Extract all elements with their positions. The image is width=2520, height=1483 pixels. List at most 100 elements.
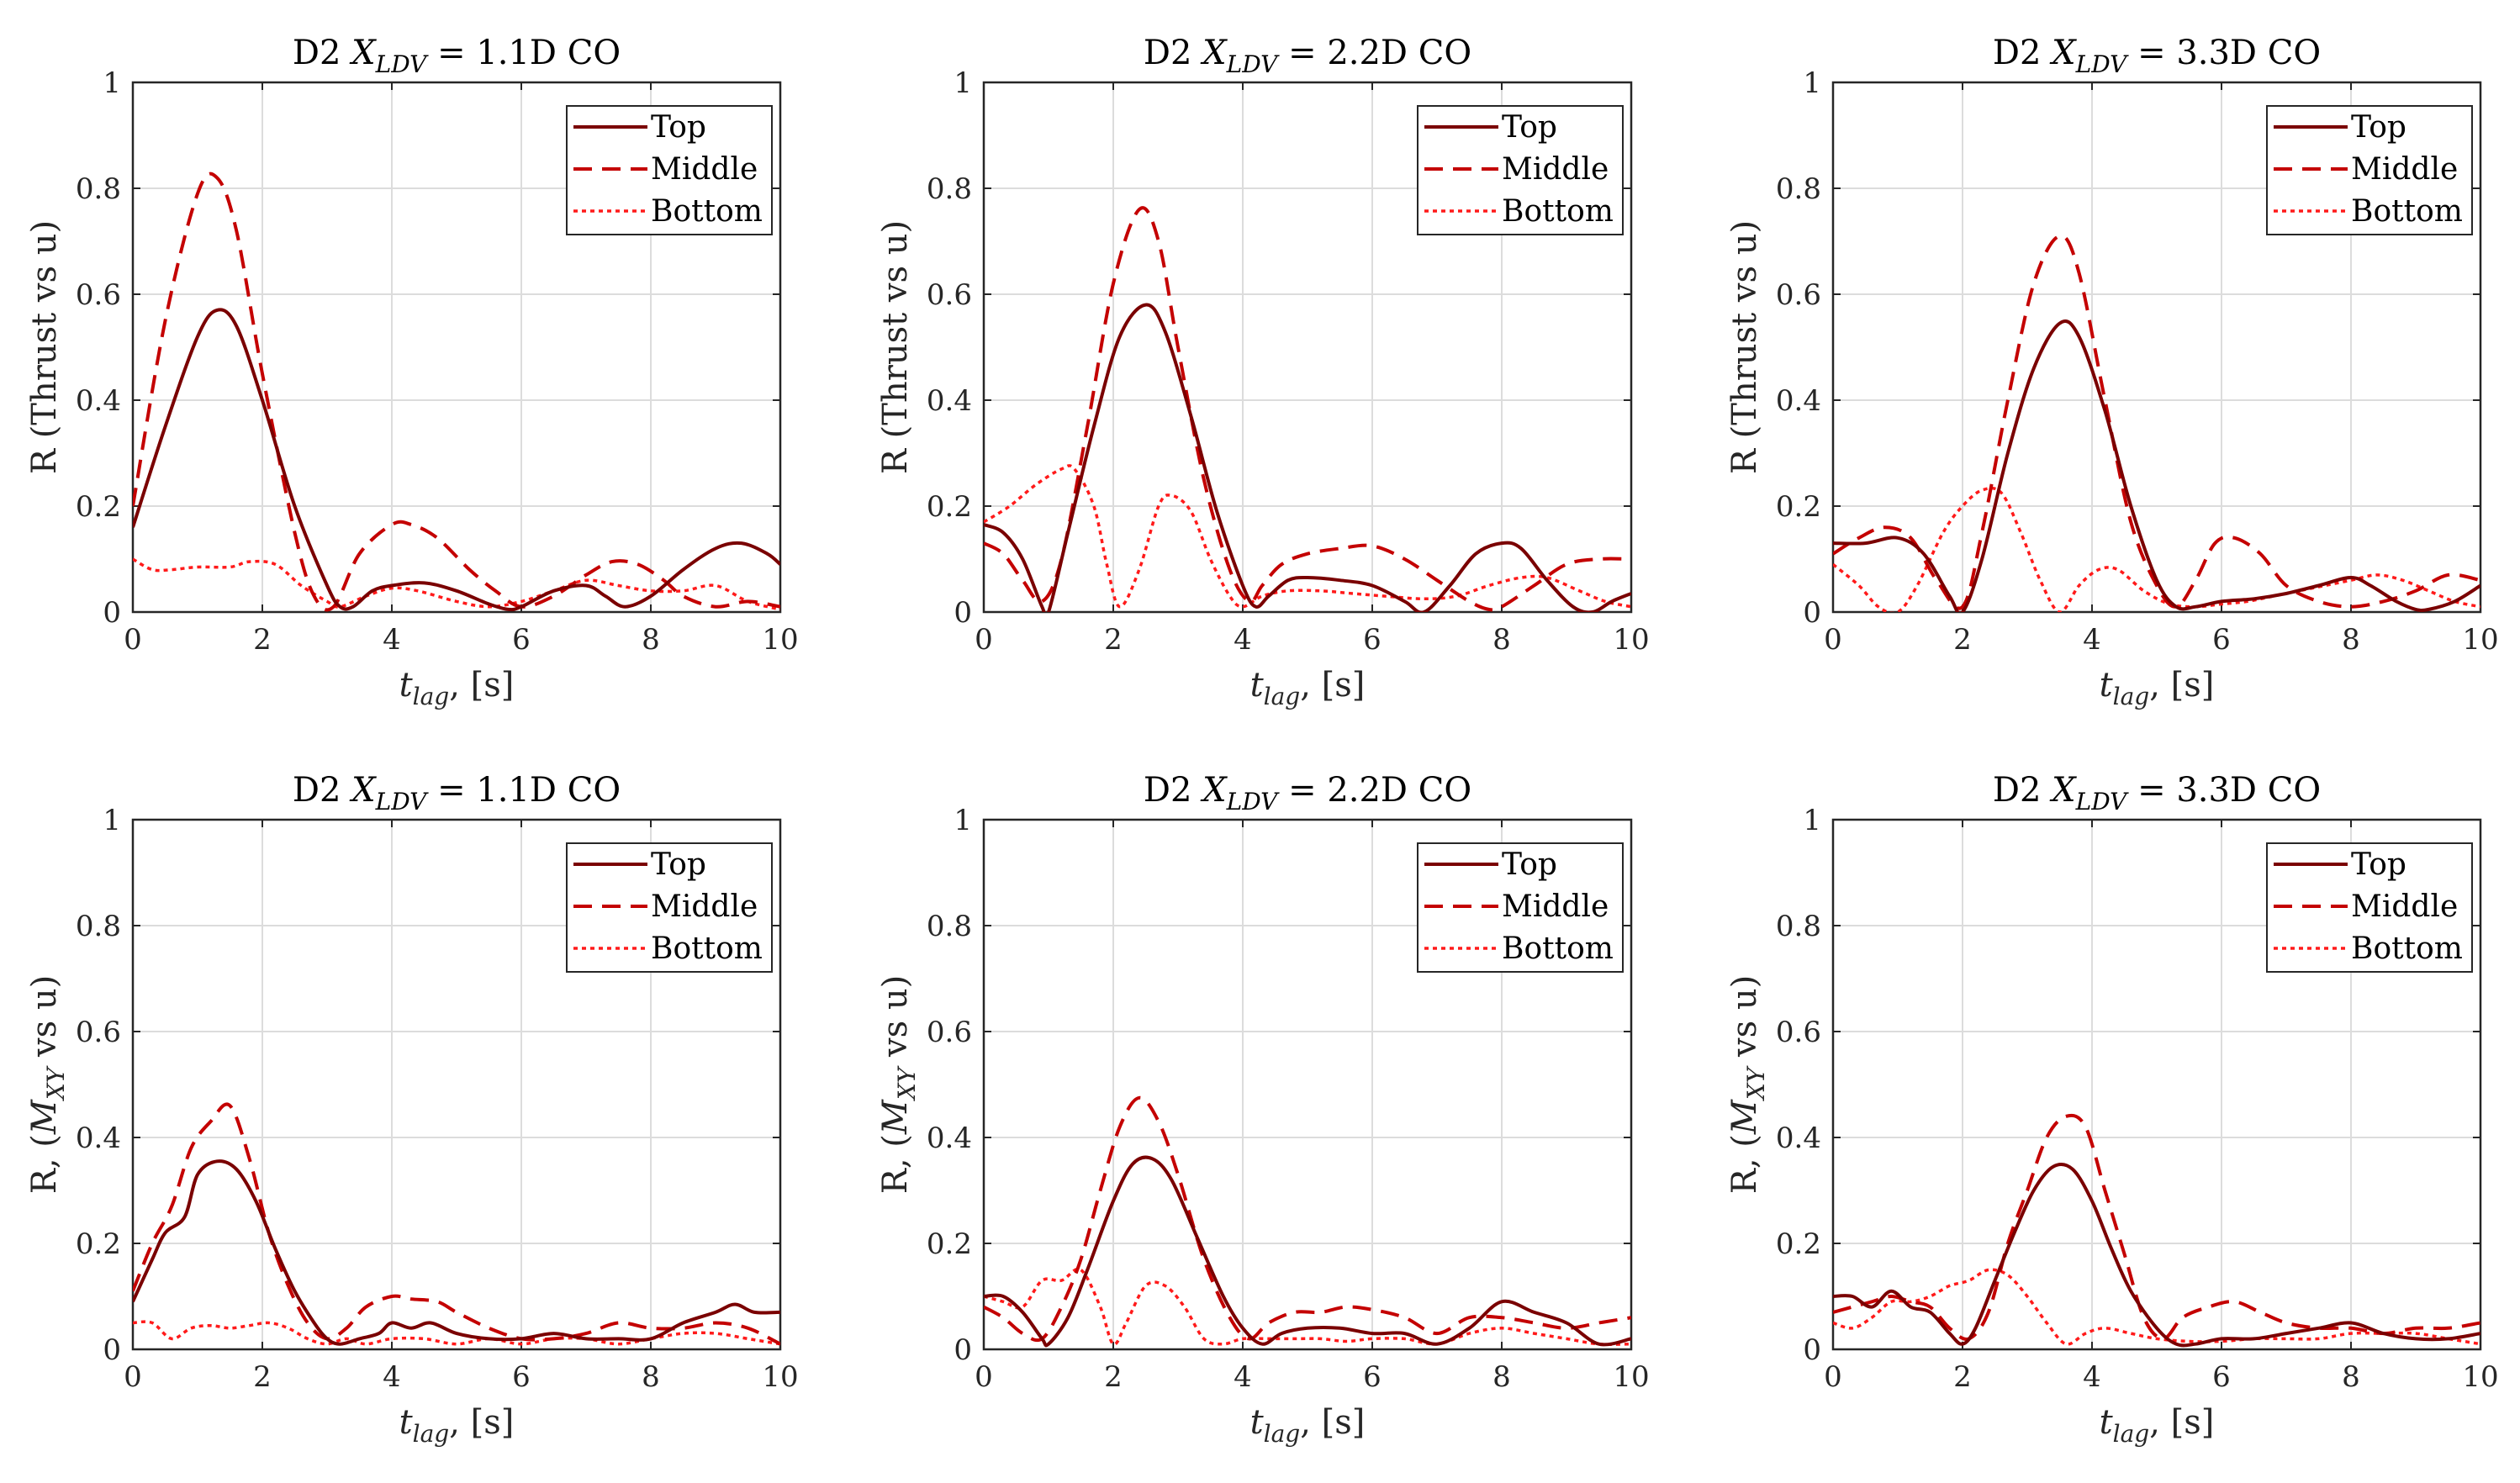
chart-title: D2 XLDV = 3.3D CO xyxy=(1993,771,2321,815)
x-tick-label: 4 xyxy=(1234,623,1252,657)
x-axis-label: tlag, [s] xyxy=(399,666,515,710)
chart-title-suffix: = 1.1D CO xyxy=(426,771,621,810)
legend-label-middle: Middle xyxy=(651,889,758,924)
y-tick-label: 0.8 xyxy=(1776,910,1821,943)
x-axis-label-suffix: , [s] xyxy=(2149,666,2214,705)
series-line-top xyxy=(133,308,780,612)
axes-box xyxy=(131,818,782,1351)
x-tick-label: 8 xyxy=(2342,623,2360,657)
y-tick-label: 0.4 xyxy=(1776,384,1821,418)
series-line-middle xyxy=(984,206,1631,612)
chart-title-suffix: = 3.3D CO xyxy=(2126,771,2321,810)
legend-label-middle: Middle xyxy=(651,152,758,187)
y-axis-label-suffix: vs u) xyxy=(876,975,915,1068)
x-axis-label-suffix: , [s] xyxy=(449,1403,514,1442)
legend-label-bottom: Bottom xyxy=(651,931,763,966)
x-axis-label-variable: t xyxy=(399,1403,414,1442)
series-line-bottom xyxy=(984,1267,1631,1346)
chart-panel-1: 0 2 4 6 8 10 0 0.2 0.4 0.6 0.8 1 D2 XLDV = 1.1D CO tl… xyxy=(25,34,799,710)
chart-title-variable: X xyxy=(1200,34,1228,72)
y-tick-label: 0.2 xyxy=(76,490,121,524)
y-axis-label-prefix: R, ( xyxy=(1725,1134,1764,1194)
series-line-bottom xyxy=(133,557,780,611)
y-tick-label: 1 xyxy=(954,804,972,837)
x-tick-label: 10 xyxy=(2462,623,2498,657)
y-axis-label: R, (MXY vs u) xyxy=(876,975,921,1194)
legend-label-bottom: Bottom xyxy=(1502,931,1614,966)
x-axis-label-subscript: lag xyxy=(413,683,450,710)
y-tick-label: 0.2 xyxy=(927,490,972,524)
x-tick-label: 8 xyxy=(642,1360,660,1394)
y-tick-label: 0.6 xyxy=(927,278,972,312)
series-line-bottom xyxy=(984,464,1631,609)
x-tick-label: 2 xyxy=(253,1360,272,1394)
chart-title-variable: X xyxy=(1200,771,1228,810)
legend: Top Middle Bottom xyxy=(2266,105,2473,235)
chart-title-prefix: D2 xyxy=(1144,34,1202,72)
x-tick-label: 8 xyxy=(2342,1360,2360,1394)
y-axis-label-prefix: R (Thrust vs u) xyxy=(25,220,64,474)
y-tick-label: 0 xyxy=(103,596,121,630)
chart-title-prefix: D2 xyxy=(1993,34,2052,72)
x-tick-label: 6 xyxy=(2212,1360,2231,1394)
x-tick-label: 6 xyxy=(2212,623,2231,657)
chart-title: D2 XLDV = 1.1D CO xyxy=(293,34,621,78)
y-tick-label: 0.4 xyxy=(927,384,972,418)
y-tick-label: 0.8 xyxy=(1776,172,1821,206)
y-tick-label: 0 xyxy=(1803,596,1821,630)
y-tick-label: 0.8 xyxy=(76,910,121,943)
chart-title-variable: X xyxy=(2049,34,2077,72)
legend-label-bottom: Bottom xyxy=(2351,194,2463,229)
x-tick-label: 0 xyxy=(124,623,142,657)
chart-panel-5: 0 2 4 6 8 10 0 0.2 0.4 0.6 0.8 1 D2 XLDV = 2.2D CO tl… xyxy=(876,771,1650,1448)
y-tick-label: 0.8 xyxy=(76,172,121,206)
chart-title-subscript: LDV xyxy=(375,788,430,815)
x-axis-label: tlag, [s] xyxy=(2100,1403,2215,1448)
x-axis-label-variable: t xyxy=(2100,1403,2114,1442)
chart-title: D2 XLDV = 2.2D CO xyxy=(1144,34,1471,78)
x-axis-label: tlag, [s] xyxy=(1250,666,1366,710)
legend-label-top: Top xyxy=(651,847,706,882)
chart-title-suffix: = 2.2D CO xyxy=(1277,34,1471,72)
series-line-middle xyxy=(1833,234,2480,610)
chart-panel-2: 0 2 4 6 8 10 0 0.2 0.4 0.6 0.8 1 D2 XLDV = 2.2D CO tl… xyxy=(876,34,1650,710)
legend: Top Middle Bottom xyxy=(566,842,773,973)
chart-title-subscript: LDV xyxy=(1226,788,1281,815)
y-tick-label: 0 xyxy=(1803,1333,1821,1367)
chart-title: D2 XLDV = 1.1D CO xyxy=(293,771,621,815)
legend-label-bottom: Bottom xyxy=(2351,931,2463,966)
x-tick-label: 10 xyxy=(2462,1360,2498,1394)
y-tick-label: 1 xyxy=(1803,66,1821,100)
chart-title-suffix: = 2.2D CO xyxy=(1277,771,1471,810)
legend: Top Middle Bottom xyxy=(1417,105,1624,235)
x-tick-label: 6 xyxy=(512,623,531,657)
y-tick-label: 0.4 xyxy=(927,1121,972,1155)
y-tick-label: 0.6 xyxy=(76,1016,121,1049)
x-tick-label: 2 xyxy=(253,623,272,657)
series-group xyxy=(133,172,780,612)
series-group xyxy=(1833,234,2480,612)
legend: Top Middle Bottom xyxy=(2266,842,2473,973)
y-tick-label: 0.2 xyxy=(1776,490,1821,524)
y-axis-label: R (Thrust vs u) xyxy=(876,220,915,474)
x-tick-label: 6 xyxy=(1363,1360,1382,1394)
y-tick-label: 0.4 xyxy=(76,1121,121,1155)
y-tick-label: 0.4 xyxy=(76,384,121,418)
x-tick-label: 0 xyxy=(1824,1360,1842,1394)
series-group xyxy=(984,1095,1631,1348)
x-axis-label-suffix: , [s] xyxy=(2149,1403,2214,1442)
chart-title-subscript: LDV xyxy=(375,50,430,78)
y-tick-label: 0.2 xyxy=(927,1227,972,1261)
x-tick-label: 10 xyxy=(762,623,798,657)
x-tick-label: 6 xyxy=(512,1360,531,1394)
y-tick-label: 0 xyxy=(103,1333,121,1367)
y-tick-label: 1 xyxy=(103,66,121,100)
y-tick-label: 1 xyxy=(1803,804,1821,837)
chart-title-prefix: D2 xyxy=(1144,771,1202,810)
legend-label-middle: Middle xyxy=(2351,152,2458,187)
x-axis-label-variable: t xyxy=(1250,1403,1265,1442)
chart-panel-3: 0 2 4 6 8 10 0 0.2 0.4 0.6 0.8 1 D2 XLDV = 3.3D CO tl… xyxy=(1725,34,2499,710)
legend: Top Middle Bottom xyxy=(566,105,773,235)
chart-title-subscript: LDV xyxy=(2075,788,2130,815)
x-axis-label: tlag, [s] xyxy=(1250,1403,1366,1448)
